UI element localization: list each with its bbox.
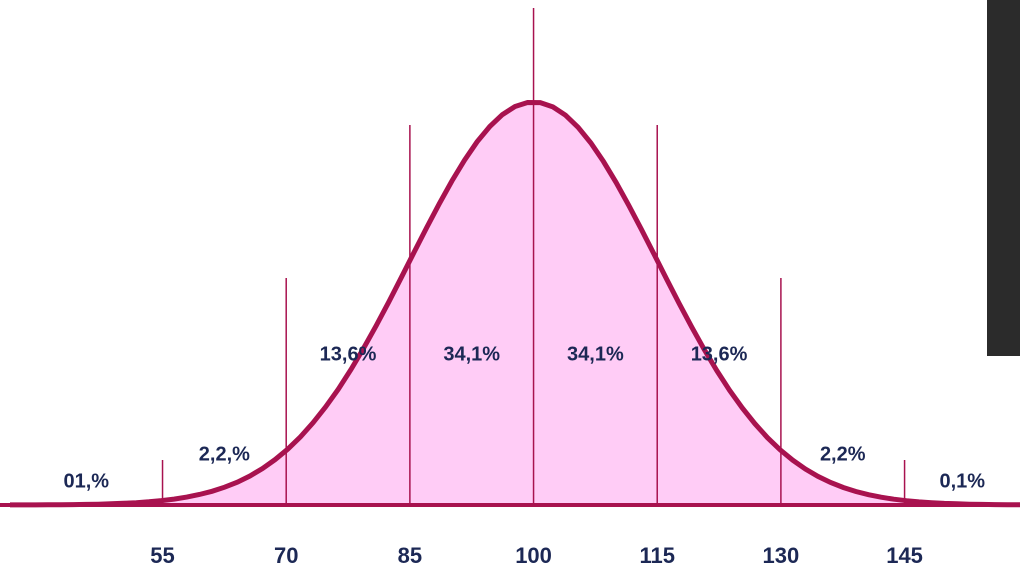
region (780, 450, 905, 505)
region-label: 01,% (63, 470, 109, 492)
x-tick-label: 115 (639, 543, 675, 568)
x-tick-label: 85 (398, 543, 422, 568)
region-label: 2,2% (820, 443, 866, 465)
region-label: 13,6% (320, 343, 377, 365)
region-label: 2,2,% (199, 443, 250, 465)
x-tick-label: 145 (886, 543, 923, 568)
x-tick-label: 70 (274, 543, 298, 568)
curve (10, 99, 1020, 508)
region-label: 13,6% (691, 343, 748, 365)
region (409, 102, 534, 505)
region-label: 0,1% (939, 470, 985, 492)
region-label: 34,1% (567, 343, 624, 365)
photo-edge (987, 0, 1020, 356)
x-tick-label: 130 (763, 543, 800, 568)
region (162, 450, 287, 505)
x-tick-label: 55 (150, 543, 174, 568)
region-label: 34,1% (443, 343, 500, 365)
x-tick-label: 100 (515, 543, 552, 568)
region (533, 102, 658, 505)
